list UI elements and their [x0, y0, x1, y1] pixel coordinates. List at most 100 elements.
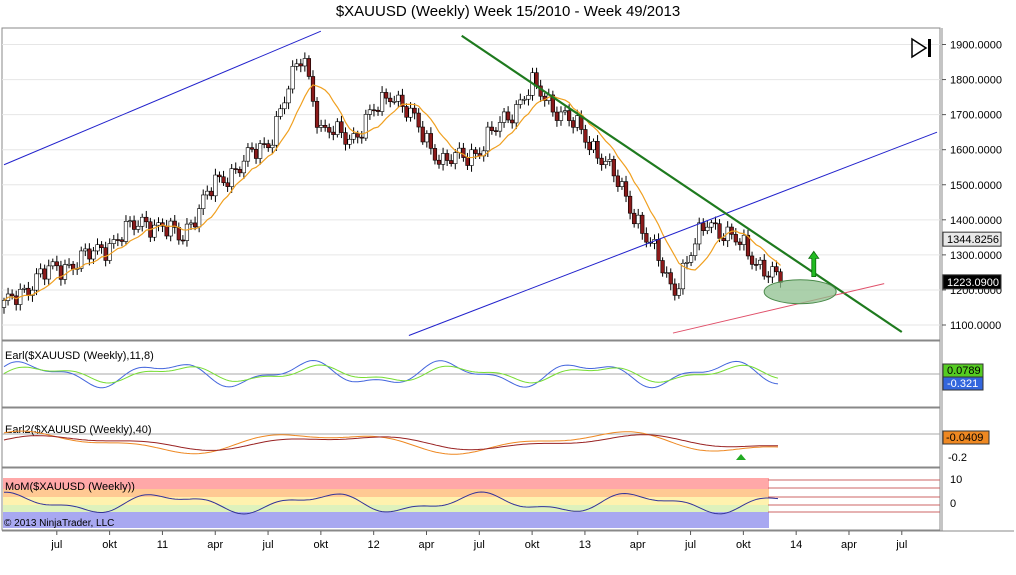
candle-up	[201, 194, 206, 210]
candle-up	[501, 111, 507, 123]
candle-up	[241, 160, 246, 174]
play-icon[interactable]	[911, 37, 928, 59]
candle-up	[290, 66, 295, 90]
candle-down	[660, 260, 665, 274]
signal-triangle-icon	[736, 454, 746, 460]
candle-down	[567, 110, 572, 121]
up-arrow-marker[interactable]	[807, 250, 820, 278]
candle-up	[66, 263, 72, 266]
candle-down	[253, 148, 259, 159]
candle-down	[388, 97, 393, 103]
price-ytick-label: 1900.0000	[950, 40, 1002, 52]
x-tick-label: jul	[684, 539, 696, 551]
candle-up	[188, 222, 194, 225]
x-tick-label: okt	[525, 539, 540, 551]
x-tick-label: apr	[630, 539, 646, 551]
candle-down	[144, 216, 149, 223]
candle-down	[595, 141, 600, 159]
candle-up	[282, 102, 287, 110]
candle-up	[22, 287, 27, 290]
candle-up	[79, 250, 84, 269]
candle-down	[176, 227, 181, 241]
candle-down	[249, 147, 255, 150]
target-zone-ellipse[interactable]	[763, 279, 837, 305]
candle-down	[323, 125, 328, 128]
candle-down	[237, 168, 242, 174]
channel-lower-line[interactable]	[408, 131, 938, 336]
candle-down	[384, 92, 389, 99]
panel-frame	[1, 467, 941, 531]
skip-bar-icon[interactable]	[928, 39, 931, 57]
candle-down	[762, 259, 767, 277]
price-ytick-label: 1600.0000	[950, 145, 1002, 157]
candle-up	[351, 133, 356, 140]
price-label-box	[942, 274, 1002, 290]
candle-down	[192, 222, 198, 228]
candle-up	[107, 243, 112, 261]
candle-up	[319, 125, 324, 128]
candle-up	[705, 226, 710, 231]
candle-up	[619, 181, 625, 187]
candle-down	[115, 239, 120, 241]
x-tick-label: jul	[50, 539, 62, 551]
momentum-zone-band	[3, 489, 769, 497]
candle-up	[575, 115, 580, 128]
candle-up	[197, 208, 202, 228]
candle-up	[741, 234, 747, 245]
candle-down	[359, 136, 364, 139]
candle-down	[473, 149, 478, 154]
candle-up	[522, 98, 527, 101]
momentum-zone-band	[3, 505, 769, 512]
downtrend-line[interactable]	[461, 34, 903, 333]
x-tick-label: okt	[102, 539, 117, 551]
momentum-line	[4, 491, 779, 515]
candle-up	[278, 108, 283, 117]
candle-down	[306, 58, 312, 77]
candle-down	[221, 176, 226, 184]
candle-up	[453, 152, 458, 164]
candle-up	[514, 104, 519, 124]
candle-up	[558, 111, 564, 121]
candle-down	[554, 111, 560, 121]
support-line[interactable]	[672, 283, 885, 334]
candle-down	[339, 121, 344, 133]
candle-up	[485, 126, 490, 152]
channel-upper-line[interactable]	[3, 30, 322, 166]
candle-down	[42, 268, 47, 280]
candle-down	[493, 130, 499, 132]
x-tick-label: jul	[262, 539, 274, 551]
candle-up	[213, 174, 218, 197]
candle-up	[123, 221, 129, 242]
candle-up	[396, 94, 401, 102]
price-ytick-label: 1500.0000	[950, 180, 1002, 192]
candle-up	[603, 161, 608, 165]
candle-down	[371, 109, 377, 112]
candle-down	[54, 261, 59, 267]
momentum-zone-band	[3, 512, 769, 528]
candle-down	[510, 119, 515, 124]
candle-down	[428, 133, 433, 149]
candle-up	[294, 63, 299, 67]
candle-up	[274, 116, 279, 146]
candle-down	[656, 239, 661, 261]
candle-down	[668, 272, 673, 285]
earl2-value-box	[942, 430, 990, 445]
candle-down	[571, 120, 576, 128]
mom-ytick-label: 10	[950, 474, 962, 486]
candle-up	[440, 153, 446, 165]
x-tick-label: 11	[157, 539, 168, 551]
price-ytick-label: 1100.0000	[950, 320, 1001, 332]
candle-down	[599, 157, 604, 165]
candle-down	[749, 255, 755, 265]
momentum-zone-band	[3, 478, 769, 489]
candle-down	[131, 220, 137, 230]
candle-down	[416, 112, 421, 128]
x-tick-label: apr	[841, 539, 857, 551]
candle-down	[375, 109, 381, 112]
x-tick-label: apr	[207, 539, 223, 551]
x-tick-label: 12	[368, 539, 380, 551]
candle-up	[693, 243, 698, 256]
earl2-value: -0.0409	[946, 432, 983, 444]
x-tick-label: jul	[473, 539, 485, 551]
candle-up	[347, 138, 352, 145]
